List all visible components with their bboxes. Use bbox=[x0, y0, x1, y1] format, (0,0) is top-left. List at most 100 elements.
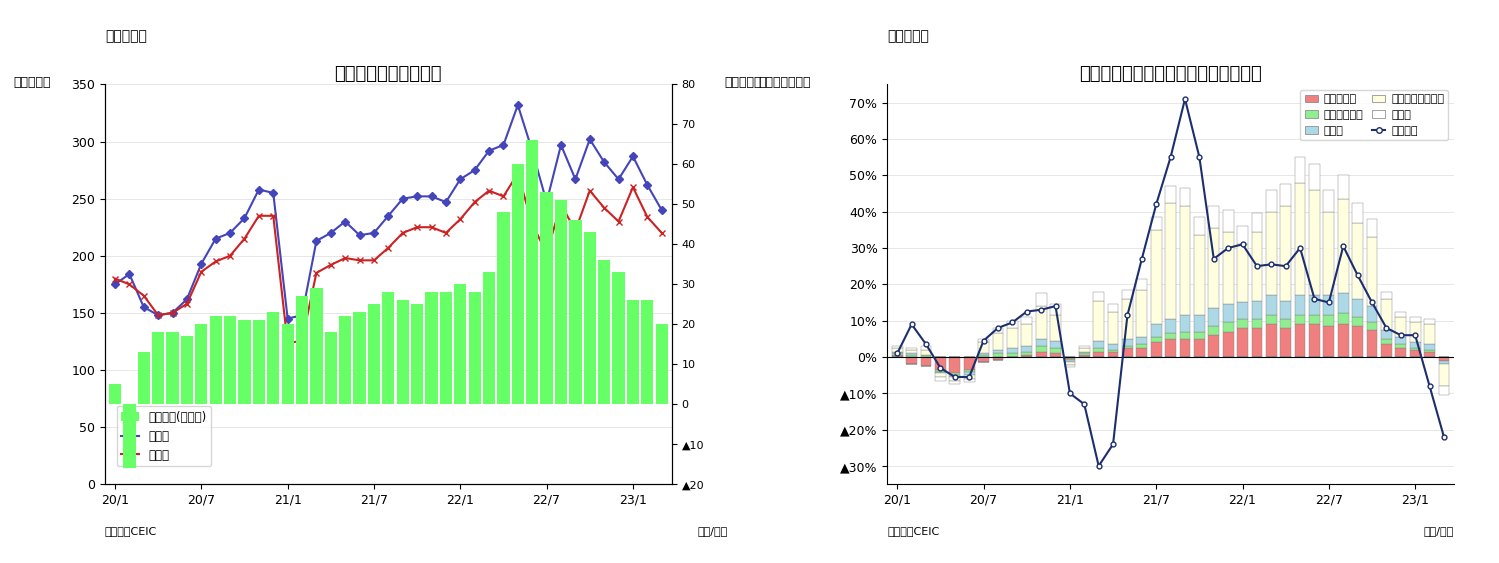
Bar bbox=[1180, 188, 1190, 206]
Bar bbox=[511, 164, 525, 404]
Bar bbox=[1424, 324, 1435, 345]
Bar bbox=[1021, 324, 1033, 346]
Bar bbox=[598, 260, 610, 404]
Bar bbox=[949, 373, 961, 375]
Bar bbox=[979, 354, 989, 355]
Bar bbox=[1367, 323, 1378, 330]
Bar bbox=[1337, 293, 1349, 314]
Bar bbox=[920, 346, 931, 350]
Bar bbox=[1267, 324, 1277, 357]
Bar bbox=[325, 332, 337, 404]
Bar bbox=[1021, 346, 1033, 351]
Bar bbox=[1439, 386, 1450, 395]
Bar bbox=[223, 316, 237, 404]
Bar bbox=[1093, 301, 1105, 341]
Bar bbox=[397, 300, 409, 404]
Bar bbox=[367, 304, 381, 404]
Bar bbox=[613, 272, 625, 404]
Bar bbox=[498, 212, 510, 404]
Bar bbox=[1409, 342, 1421, 348]
Bar bbox=[1381, 339, 1391, 345]
Bar bbox=[1051, 315, 1061, 341]
Bar bbox=[1324, 295, 1334, 315]
Bar bbox=[964, 357, 974, 370]
Bar bbox=[1079, 354, 1090, 355]
Bar bbox=[483, 272, 495, 404]
Bar bbox=[1123, 346, 1133, 348]
Bar bbox=[1295, 295, 1306, 315]
Bar bbox=[1223, 323, 1234, 332]
Bar bbox=[1151, 342, 1162, 357]
Bar bbox=[1324, 212, 1334, 295]
Bar bbox=[892, 354, 902, 355]
Bar bbox=[1324, 190, 1334, 212]
Bar bbox=[935, 373, 946, 377]
Bar bbox=[1195, 217, 1205, 235]
Bar bbox=[1136, 279, 1147, 290]
Bar bbox=[1252, 319, 1262, 328]
Bar bbox=[1093, 341, 1105, 348]
Bar bbox=[1237, 302, 1249, 319]
Bar bbox=[935, 357, 946, 370]
Bar bbox=[1136, 348, 1147, 357]
Bar bbox=[1036, 293, 1046, 306]
Bar bbox=[411, 304, 423, 404]
Bar bbox=[1352, 299, 1363, 317]
Bar bbox=[195, 324, 207, 404]
Bar bbox=[920, 357, 931, 366]
Bar bbox=[1064, 365, 1075, 367]
Bar bbox=[1208, 308, 1219, 326]
Bar bbox=[949, 375, 961, 377]
Bar bbox=[964, 375, 974, 379]
Bar bbox=[238, 320, 250, 404]
Bar bbox=[253, 320, 265, 404]
Bar bbox=[907, 354, 917, 355]
Bar bbox=[1352, 222, 1363, 299]
Text: （資料）CEIC: （資料）CEIC bbox=[887, 526, 940, 536]
Bar bbox=[892, 351, 902, 354]
Bar bbox=[123, 404, 135, 468]
Bar bbox=[1309, 164, 1321, 190]
Bar bbox=[1409, 323, 1421, 342]
Bar bbox=[109, 384, 121, 404]
Bar bbox=[1108, 304, 1118, 311]
Bar bbox=[1396, 348, 1406, 357]
Bar bbox=[1007, 348, 1018, 354]
Bar bbox=[1352, 203, 1363, 222]
Bar bbox=[1195, 235, 1205, 315]
Bar bbox=[267, 312, 279, 404]
Bar bbox=[426, 292, 438, 404]
Bar bbox=[1021, 355, 1033, 357]
Bar bbox=[1223, 231, 1234, 304]
Bar bbox=[1180, 206, 1190, 315]
Bar bbox=[892, 355, 902, 357]
Bar bbox=[992, 333, 1003, 350]
Bar bbox=[1295, 315, 1306, 324]
Text: （図表８）: （図表８） bbox=[887, 29, 929, 43]
Bar bbox=[1007, 354, 1018, 357]
Y-axis label: （億ドル）: （億ドル） bbox=[13, 77, 51, 90]
Bar bbox=[1021, 351, 1033, 355]
Bar bbox=[1051, 341, 1061, 348]
Title: マレーシア　貿易収支: マレーシア 貿易収支 bbox=[334, 65, 442, 83]
Bar bbox=[949, 357, 961, 373]
Bar bbox=[907, 357, 917, 364]
Bar bbox=[1396, 344, 1406, 348]
Bar bbox=[1439, 364, 1450, 386]
Bar bbox=[1064, 359, 1075, 360]
Bar bbox=[1093, 351, 1105, 357]
Bar bbox=[1036, 346, 1046, 351]
Bar bbox=[583, 233, 597, 404]
Bar bbox=[1237, 328, 1249, 357]
Bar bbox=[1367, 330, 1378, 357]
Bar bbox=[1309, 324, 1321, 357]
Bar bbox=[920, 355, 931, 357]
Bar bbox=[655, 324, 669, 404]
Bar bbox=[1352, 326, 1363, 357]
Bar bbox=[1396, 337, 1406, 345]
Bar bbox=[642, 300, 654, 404]
Bar bbox=[1352, 317, 1363, 326]
Bar bbox=[1079, 355, 1090, 357]
Bar bbox=[1409, 317, 1421, 323]
Bar bbox=[1295, 157, 1306, 182]
